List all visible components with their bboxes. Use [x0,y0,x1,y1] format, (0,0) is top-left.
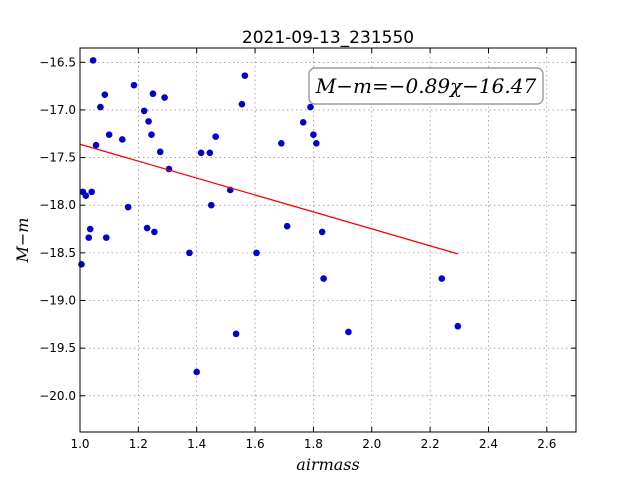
data-point [206,149,214,157]
data-point [253,249,260,257]
data-point [86,225,94,233]
data-point [313,139,320,147]
data-point [212,133,219,140]
x-tick-label: 1.8 [304,437,323,451]
data-point [156,148,164,156]
x-tick-label: 2.6 [537,437,556,451]
data-point [149,90,157,98]
y-tick-label: −17.5 [39,151,76,165]
data-point [148,131,155,139]
data-point [299,119,307,126]
fit-line [79,143,459,255]
data-point [320,275,327,282]
y-tick-label: −16.5 [39,55,76,69]
data-point [197,149,205,157]
y-tick-label: −20.0 [39,389,76,403]
data-point [438,275,446,282]
data-point [88,188,95,196]
data-point [78,260,85,268]
annotation-box: M−m=−0.89χ−16.47 [308,67,544,105]
data-point [101,91,109,98]
x-tick-label: 1.4 [187,437,206,451]
y-tick-label: −17.0 [39,103,76,117]
y-axis-label: M−m [13,218,32,264]
data-point [345,328,352,336]
x-tick-label: 1.0 [70,437,89,451]
x-tick-label: 2.2 [421,437,440,451]
data-point [186,249,193,257]
data-point [318,228,326,236]
series-layer [78,57,462,376]
tick-layer: 1.0 1.2 1.4 1.6 1.8 2.0 2.2 2.4 2.6 −16.5 −17.0 −17… [39,48,576,451]
data-point [151,228,158,236]
data-point [105,131,113,139]
data-point [283,222,291,230]
data-point [278,139,285,147]
data-point [92,141,100,149]
data-point [82,192,90,199]
data-point [102,234,110,241]
data-point [143,224,151,232]
data-point [307,103,314,111]
grid-layer [79,48,576,432]
data-point [207,201,215,209]
x-tick-label: 1.2 [129,437,148,451]
data-point [454,322,462,330]
y-tick-label: −18.0 [39,198,76,212]
x-tick-label: 2.4 [479,437,498,451]
data-point [89,57,97,64]
x-tick-label: 1.6 [246,437,265,451]
annotation-text: M−m=−0.89χ−16.47 [315,74,537,98]
data-point [145,118,152,125]
y-tick-label: −19.0 [39,294,76,308]
data-point [85,234,93,241]
data-point [140,107,148,115]
annotation-frame [308,67,544,105]
data-point [238,100,246,108]
data-point [310,131,317,139]
data-point [124,203,132,211]
data-point [232,330,240,338]
data-point [241,72,249,79]
data-point [119,136,126,143]
data-point [161,94,168,101]
x-tick-label: 2.0 [362,437,381,451]
data-point [193,368,201,376]
plot-frame [79,47,577,433]
y-tick-label: −19.5 [39,341,76,355]
y-tick-label: −18.5 [39,246,76,260]
data-point [130,81,138,89]
chart-title: 2021-09-13_231550 [242,28,414,48]
x-axis-label: airmass [296,455,359,474]
data-point [97,103,104,111]
